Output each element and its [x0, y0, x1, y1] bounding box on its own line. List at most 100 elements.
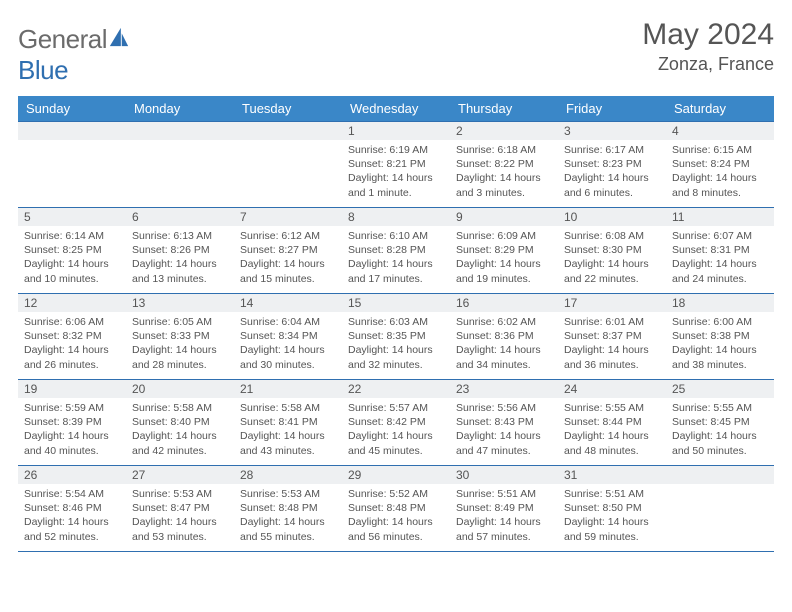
- calendar-day-cell: 3Sunrise: 6:17 AMSunset: 8:23 PMDaylight…: [558, 122, 666, 208]
- calendar-empty-cell: [666, 466, 774, 552]
- calendar-day-cell: 9Sunrise: 6:09 AMSunset: 8:29 PMDaylight…: [450, 208, 558, 294]
- sun-info: Sunrise: 5:55 AMSunset: 8:44 PMDaylight:…: [558, 398, 666, 458]
- sun-info: Sunrise: 6:02 AMSunset: 8:36 PMDaylight:…: [450, 312, 558, 372]
- calendar-day-cell: 17Sunrise: 6:01 AMSunset: 8:37 PMDayligh…: [558, 294, 666, 380]
- sun-info: Sunrise: 5:53 AMSunset: 8:48 PMDaylight:…: [234, 484, 342, 544]
- brand-part2: Blue: [18, 55, 68, 85]
- sun-info: Sunrise: 6:01 AMSunset: 8:37 PMDaylight:…: [558, 312, 666, 372]
- brand-part1: General: [18, 24, 107, 54]
- day-number: 7: [234, 208, 342, 226]
- day-number: 24: [558, 380, 666, 398]
- sun-info: Sunrise: 6:09 AMSunset: 8:29 PMDaylight:…: [450, 226, 558, 286]
- day-number: 21: [234, 380, 342, 398]
- day-number: 23: [450, 380, 558, 398]
- calendar-week-row: 1Sunrise: 6:19 AMSunset: 8:21 PMDaylight…: [18, 122, 774, 208]
- day-number: 19: [18, 380, 126, 398]
- calendar-day-cell: 25Sunrise: 5:55 AMSunset: 8:45 PMDayligh…: [666, 380, 774, 466]
- sun-info: Sunrise: 5:55 AMSunset: 8:45 PMDaylight:…: [666, 398, 774, 458]
- day-number: 14: [234, 294, 342, 312]
- day-number: 31: [558, 466, 666, 484]
- sun-info: Sunrise: 6:15 AMSunset: 8:24 PMDaylight:…: [666, 140, 774, 200]
- sun-info: Sunrise: 6:12 AMSunset: 8:27 PMDaylight:…: [234, 226, 342, 286]
- sun-info: Sunrise: 5:52 AMSunset: 8:48 PMDaylight:…: [342, 484, 450, 544]
- weekday-header: Tuesday: [234, 96, 342, 122]
- sun-info: Sunrise: 6:10 AMSunset: 8:28 PMDaylight:…: [342, 226, 450, 286]
- calendar-day-cell: 24Sunrise: 5:55 AMSunset: 8:44 PMDayligh…: [558, 380, 666, 466]
- calendar-day-cell: 16Sunrise: 6:02 AMSunset: 8:36 PMDayligh…: [450, 294, 558, 380]
- weekday-header: Sunday: [18, 96, 126, 122]
- day-number: 4: [666, 122, 774, 140]
- month-title: May 2024: [642, 18, 774, 52]
- calendar-table: SundayMondayTuesdayWednesdayThursdayFrid…: [18, 96, 774, 552]
- calendar-day-cell: 31Sunrise: 5:51 AMSunset: 8:50 PMDayligh…: [558, 466, 666, 552]
- calendar-day-cell: 8Sunrise: 6:10 AMSunset: 8:28 PMDaylight…: [342, 208, 450, 294]
- day-number: 8: [342, 208, 450, 226]
- sun-info: Sunrise: 5:53 AMSunset: 8:47 PMDaylight:…: [126, 484, 234, 544]
- calendar-week-row: 26Sunrise: 5:54 AMSunset: 8:46 PMDayligh…: [18, 466, 774, 552]
- sun-info: Sunrise: 6:04 AMSunset: 8:34 PMDaylight:…: [234, 312, 342, 372]
- sun-info: Sunrise: 5:56 AMSunset: 8:43 PMDaylight:…: [450, 398, 558, 458]
- day-number: 30: [450, 466, 558, 484]
- day-number: 26: [18, 466, 126, 484]
- weekday-header: Monday: [126, 96, 234, 122]
- sail-icon: [108, 24, 130, 46]
- sun-info: Sunrise: 6:00 AMSunset: 8:38 PMDaylight:…: [666, 312, 774, 372]
- calendar-day-cell: 7Sunrise: 6:12 AMSunset: 8:27 PMDaylight…: [234, 208, 342, 294]
- sun-info: Sunrise: 6:05 AMSunset: 8:33 PMDaylight:…: [126, 312, 234, 372]
- calendar-day-cell: 23Sunrise: 5:56 AMSunset: 8:43 PMDayligh…: [450, 380, 558, 466]
- day-number: 15: [342, 294, 450, 312]
- calendar-empty-cell: [234, 122, 342, 208]
- day-number: 16: [450, 294, 558, 312]
- sun-info: Sunrise: 6:17 AMSunset: 8:23 PMDaylight:…: [558, 140, 666, 200]
- title-block: May 2024 Zonza, France: [642, 18, 774, 75]
- calendar-day-cell: 14Sunrise: 6:04 AMSunset: 8:34 PMDayligh…: [234, 294, 342, 380]
- sun-info: Sunrise: 5:58 AMSunset: 8:41 PMDaylight:…: [234, 398, 342, 458]
- sun-info: Sunrise: 6:13 AMSunset: 8:26 PMDaylight:…: [126, 226, 234, 286]
- day-number: 13: [126, 294, 234, 312]
- day-number: 3: [558, 122, 666, 140]
- day-number: 5: [18, 208, 126, 226]
- calendar-day-cell: 15Sunrise: 6:03 AMSunset: 8:35 PMDayligh…: [342, 294, 450, 380]
- calendar-empty-cell: [126, 122, 234, 208]
- sun-info: Sunrise: 6:19 AMSunset: 8:21 PMDaylight:…: [342, 140, 450, 200]
- day-number: 9: [450, 208, 558, 226]
- sun-info: Sunrise: 5:51 AMSunset: 8:49 PMDaylight:…: [450, 484, 558, 544]
- sun-info: Sunrise: 6:03 AMSunset: 8:35 PMDaylight:…: [342, 312, 450, 372]
- weekday-header: Saturday: [666, 96, 774, 122]
- calendar-day-cell: 10Sunrise: 6:08 AMSunset: 8:30 PMDayligh…: [558, 208, 666, 294]
- weekday-header-row: SundayMondayTuesdayWednesdayThursdayFrid…: [18, 96, 774, 122]
- calendar-week-row: 12Sunrise: 6:06 AMSunset: 8:32 PMDayligh…: [18, 294, 774, 380]
- calendar-day-cell: 5Sunrise: 6:14 AMSunset: 8:25 PMDaylight…: [18, 208, 126, 294]
- day-number: 29: [342, 466, 450, 484]
- sun-info: Sunrise: 6:18 AMSunset: 8:22 PMDaylight:…: [450, 140, 558, 200]
- brand-text: GeneralBlue: [18, 24, 130, 86]
- sun-info: Sunrise: 6:14 AMSunset: 8:25 PMDaylight:…: [18, 226, 126, 286]
- calendar-day-cell: 28Sunrise: 5:53 AMSunset: 8:48 PMDayligh…: [234, 466, 342, 552]
- calendar-day-cell: 26Sunrise: 5:54 AMSunset: 8:46 PMDayligh…: [18, 466, 126, 552]
- sun-info: Sunrise: 6:07 AMSunset: 8:31 PMDaylight:…: [666, 226, 774, 286]
- calendar-day-cell: 2Sunrise: 6:18 AMSunset: 8:22 PMDaylight…: [450, 122, 558, 208]
- calendar-empty-cell: [18, 122, 126, 208]
- calendar-day-cell: 19Sunrise: 5:59 AMSunset: 8:39 PMDayligh…: [18, 380, 126, 466]
- day-number: 20: [126, 380, 234, 398]
- calendar-page: GeneralBlue May 2024 Zonza, France Sunda…: [0, 0, 792, 552]
- calendar-week-row: 19Sunrise: 5:59 AMSunset: 8:39 PMDayligh…: [18, 380, 774, 466]
- calendar-day-cell: 27Sunrise: 5:53 AMSunset: 8:47 PMDayligh…: [126, 466, 234, 552]
- calendar-day-cell: 6Sunrise: 6:13 AMSunset: 8:26 PMDaylight…: [126, 208, 234, 294]
- day-number: 22: [342, 380, 450, 398]
- calendar-day-cell: 29Sunrise: 5:52 AMSunset: 8:48 PMDayligh…: [342, 466, 450, 552]
- calendar-day-cell: 1Sunrise: 6:19 AMSunset: 8:21 PMDaylight…: [342, 122, 450, 208]
- calendar-day-cell: 20Sunrise: 5:58 AMSunset: 8:40 PMDayligh…: [126, 380, 234, 466]
- calendar-day-cell: 22Sunrise: 5:57 AMSunset: 8:42 PMDayligh…: [342, 380, 450, 466]
- sun-info: Sunrise: 5:54 AMSunset: 8:46 PMDaylight:…: [18, 484, 126, 544]
- calendar-day-cell: 12Sunrise: 6:06 AMSunset: 8:32 PMDayligh…: [18, 294, 126, 380]
- day-number: 27: [126, 466, 234, 484]
- calendar-day-cell: 13Sunrise: 6:05 AMSunset: 8:33 PMDayligh…: [126, 294, 234, 380]
- weekday-header: Thursday: [450, 96, 558, 122]
- weekday-header: Friday: [558, 96, 666, 122]
- calendar-day-cell: 21Sunrise: 5:58 AMSunset: 8:41 PMDayligh…: [234, 380, 342, 466]
- sun-info: Sunrise: 5:59 AMSunset: 8:39 PMDaylight:…: [18, 398, 126, 458]
- sun-info: Sunrise: 5:51 AMSunset: 8:50 PMDaylight:…: [558, 484, 666, 544]
- sun-info: Sunrise: 6:08 AMSunset: 8:30 PMDaylight:…: [558, 226, 666, 286]
- day-number: 11: [666, 208, 774, 226]
